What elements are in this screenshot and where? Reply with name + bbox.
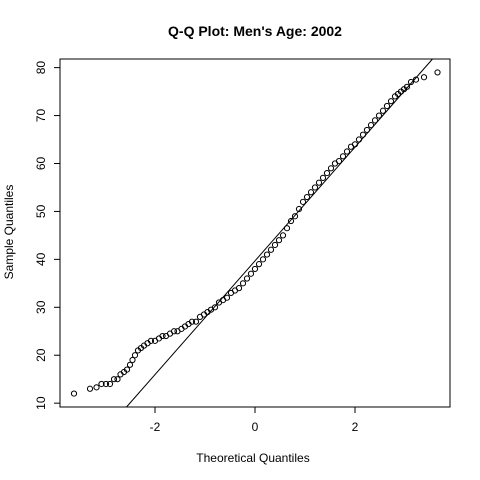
data-point bbox=[407, 78, 415, 86]
y-tick-label: 20 bbox=[34, 348, 48, 362]
data-point bbox=[379, 107, 387, 114]
data-point bbox=[131, 352, 139, 359]
data-point bbox=[387, 98, 395, 105]
data-point bbox=[275, 237, 283, 244]
data-point bbox=[123, 366, 131, 373]
data-point bbox=[255, 261, 263, 268]
y-tick-label: 40 bbox=[34, 252, 48, 266]
data-point bbox=[170, 328, 178, 335]
sample-points bbox=[70, 69, 441, 397]
axes: -2 0 2 10 20 30 40 50 60 70 80 bbox=[34, 61, 359, 434]
data-point bbox=[267, 246, 275, 253]
y-axis-label: Sample Quantiles bbox=[2, 185, 16, 280]
data-point bbox=[93, 384, 100, 391]
data-point bbox=[355, 136, 363, 143]
data-point bbox=[315, 179, 323, 186]
chart-title: Q-Q Plot: Men's Age: 2002 bbox=[168, 23, 342, 39]
data-point bbox=[287, 217, 295, 225]
data-point bbox=[251, 265, 259, 273]
data-point bbox=[223, 294, 231, 301]
y-tick-label: 80 bbox=[34, 61, 48, 75]
data-point bbox=[363, 126, 371, 134]
data-point bbox=[351, 141, 359, 148]
data-point bbox=[403, 83, 411, 90]
data-point bbox=[211, 304, 219, 311]
data-point bbox=[311, 184, 319, 191]
data-point bbox=[70, 390, 78, 397]
data-point bbox=[114, 376, 121, 383]
data-point bbox=[243, 275, 251, 282]
x-axis-label: Theoretical Quantiles bbox=[196, 451, 309, 465]
data-point bbox=[147, 337, 155, 344]
data-point bbox=[259, 256, 267, 263]
data-point bbox=[86, 385, 94, 392]
y-tick-label: 70 bbox=[34, 109, 48, 123]
y-tick-label: 60 bbox=[34, 157, 48, 171]
data-point bbox=[420, 74, 428, 81]
data-point bbox=[102, 380, 110, 388]
data-point bbox=[335, 157, 343, 165]
data-point bbox=[339, 153, 347, 160]
data-point bbox=[247, 270, 255, 277]
data-point bbox=[383, 102, 391, 110]
y-tick-label: 50 bbox=[34, 204, 48, 218]
data-point bbox=[271, 241, 279, 249]
data-point bbox=[188, 318, 196, 325]
data-point bbox=[106, 380, 114, 388]
data-point bbox=[327, 165, 335, 172]
data-point bbox=[279, 232, 287, 239]
data-point bbox=[412, 76, 420, 83]
data-point bbox=[307, 189, 315, 196]
data-point bbox=[367, 122, 375, 129]
data-point bbox=[299, 198, 307, 205]
data-point bbox=[192, 318, 200, 325]
data-point bbox=[343, 148, 351, 155]
data-point bbox=[375, 112, 383, 119]
data-point bbox=[434, 69, 441, 76]
data-point bbox=[371, 117, 379, 124]
data-point bbox=[239, 280, 247, 287]
data-point bbox=[295, 205, 303, 213]
y-tick-label: 30 bbox=[34, 300, 48, 314]
data-point bbox=[126, 361, 134, 368]
data-point bbox=[303, 193, 311, 201]
data-point bbox=[291, 213, 299, 220]
data-point bbox=[359, 131, 367, 138]
y-tick-label: 10 bbox=[34, 396, 48, 410]
data-point bbox=[129, 356, 136, 364]
data-point bbox=[283, 225, 291, 232]
x-tick-label: 0 bbox=[252, 420, 259, 434]
x-tick-label: 2 bbox=[352, 420, 359, 434]
data-point bbox=[263, 251, 271, 258]
x-tick-label: -2 bbox=[150, 420, 161, 434]
data-point bbox=[110, 376, 118, 383]
data-point bbox=[98, 380, 105, 388]
data-point bbox=[159, 332, 166, 340]
data-point bbox=[319, 174, 327, 181]
data-point bbox=[235, 285, 243, 292]
data-point bbox=[323, 169, 331, 177]
